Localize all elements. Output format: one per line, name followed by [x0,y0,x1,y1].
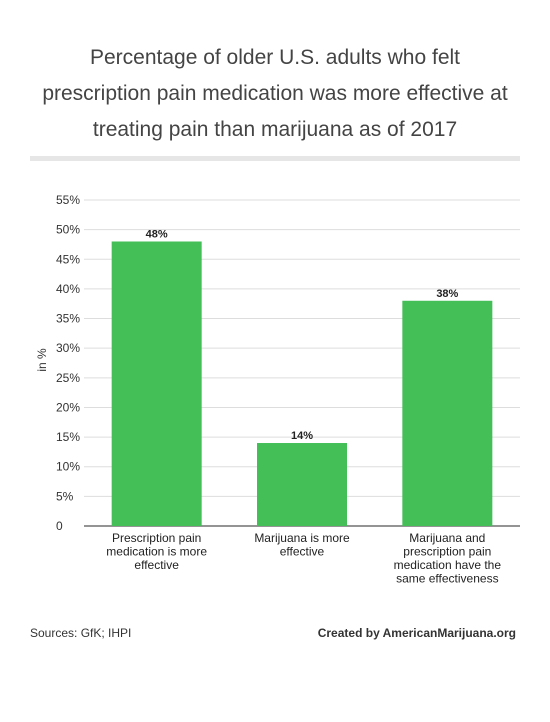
bar [111,241,202,526]
y-tick-label: 5% [56,489,74,503]
category-label: Prescription pain medication is more effec… [106,531,207,572]
sources-note: Sources: GfK; IHPI [30,626,132,640]
category-labels: Prescription pain medication is more effec… [106,531,501,586]
y-tick-label: 55% [56,193,80,207]
category-label: Marijuana is more effective [254,531,350,559]
y-tick-label: 0 [56,519,63,533]
y-tick-label: 25% [56,371,80,385]
title-divider [30,156,520,161]
bar [257,443,347,526]
y-tick-label: 40% [56,282,80,296]
credit-note: Created by AmericanMarijuana.org [317,626,516,640]
bar-value-label: 14% [291,430,313,442]
data-labels: 48% 14% 38% [146,228,459,442]
y-tick-labels: 0 5% 10% 15% 20% 25% 30% 35% 40% 45% 50% 55% [56,193,80,533]
y-tick-label: 20% [56,400,80,414]
title-line-1: Percentage of older U.S. adults who felt [89,46,461,69]
y-tick-label: 15% [56,430,80,444]
category-label: Marijuana and prescription pain medication… [394,531,502,586]
title-line-3: treating pain than marijuana as of 2017 [92,118,458,141]
bar-value-label: 48% [146,228,168,240]
y-tick-label: 50% [56,223,80,237]
bar [402,300,493,526]
chart-title: Percentage of older U.S. adults who felt… [20,40,530,148]
bar-chart: 0 5% 10% 15% 20% 25% 30% 35% 40% 45% 50% 55% 48% 14%… [35,193,520,586]
y-tick-label: 30% [56,341,80,355]
bars [111,241,493,526]
y-tick-label: 45% [56,252,80,266]
y-tick-label: 10% [56,460,80,474]
title-line-2: prescription pain medication was more ef… [42,82,508,105]
bar-value-label: 38% [436,288,458,300]
y-axis-label: in % [35,348,49,372]
y-tick-label: 35% [56,312,80,326]
